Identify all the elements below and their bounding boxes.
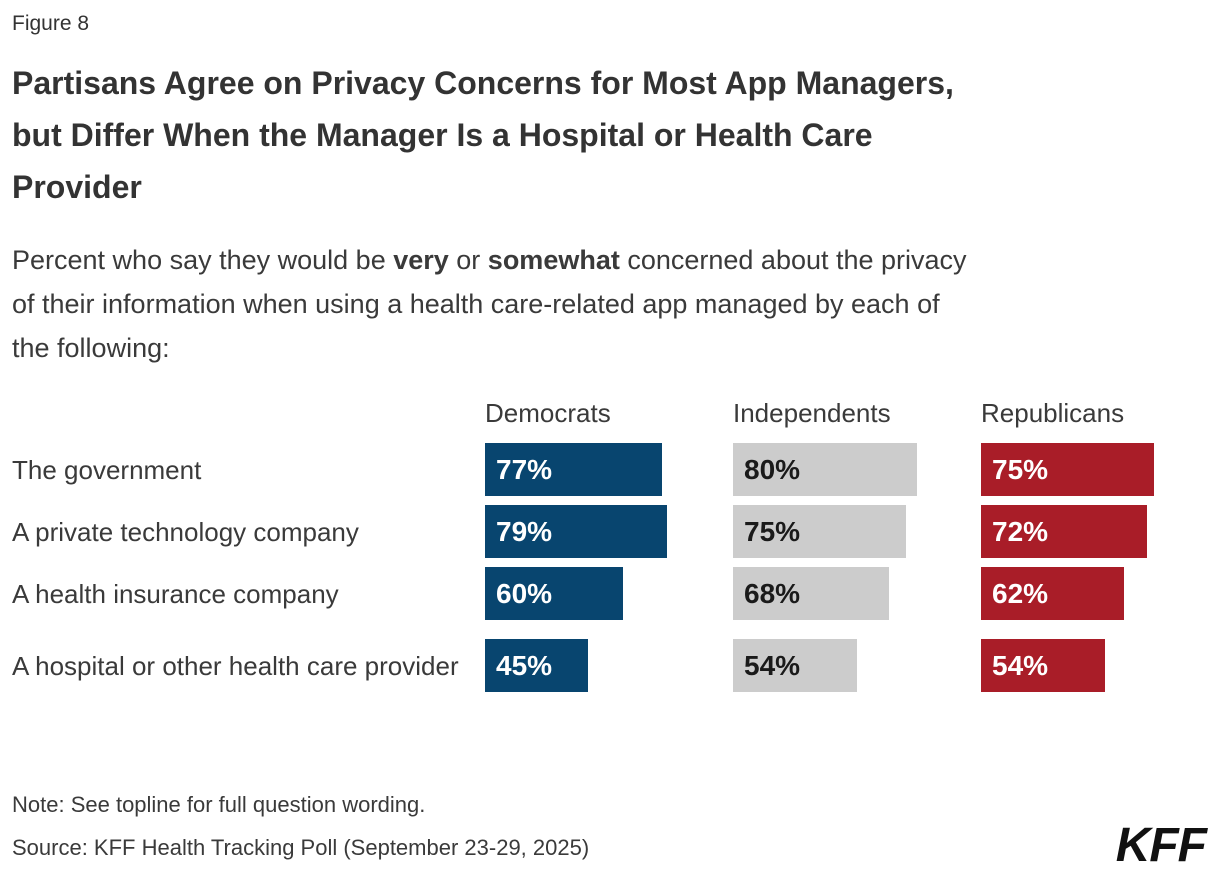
header-democrats: Democrats	[485, 398, 611, 428]
category-label: A health insurance company	[12, 578, 339, 609]
bar-republicans: 72%	[981, 505, 1147, 558]
header-independents: Independents	[733, 398, 891, 428]
bar-value-label: 72%	[992, 515, 1049, 547]
bar-slot: 60%	[485, 567, 733, 620]
category-label: A private technology company	[12, 516, 359, 547]
bar-democrats: 60%	[485, 567, 623, 620]
note-text: Note: See topline for full question word…	[12, 792, 426, 817]
chart-row: A hospital or other health care provider…	[0, 639, 1220, 692]
subtitle-line-1: Percent who say they would be very or so…	[12, 238, 967, 282]
series-headers: Democrats Independents Republicans	[0, 398, 1220, 430]
chart-row: The government 77% 80% 75%	[0, 443, 1220, 496]
title-line-2: but Differ When the Manager Is a Hospita…	[12, 117, 873, 153]
bar-slot: 77%	[485, 443, 733, 496]
bar-slot: 62%	[981, 567, 1220, 620]
chart-subtitle: Percent who say they would be very or so…	[12, 238, 967, 370]
bar-slot: 68%	[733, 567, 981, 620]
subtitle-line-3: the following:	[12, 333, 170, 363]
bar-independents: 75%	[733, 505, 906, 558]
title-line-1: Partisans Agree on Privacy Concerns for …	[12, 65, 954, 101]
bar-slot: 79%	[485, 505, 733, 558]
subtitle-text: Percent who say they would be	[12, 245, 394, 275]
bar-value-label: 75%	[744, 515, 801, 547]
category-label: The government	[12, 454, 202, 485]
subtitle-text: or	[448, 245, 488, 275]
chart-row: A health insurance company 60% 68% 62%	[0, 567, 1220, 620]
bar-value-label: 45%	[496, 649, 553, 681]
bar-democrats: 45%	[485, 639, 588, 692]
bar-slot: 72%	[981, 505, 1220, 558]
bar-value-label: 75%	[992, 453, 1049, 485]
subtitle-line-2: of their information when using a health…	[12, 289, 940, 319]
title-line-3: Provider	[12, 169, 142, 205]
subtitle-bold-very: very	[393, 245, 449, 275]
bar-value-label: 79%	[496, 515, 553, 547]
category-label: A hospital or other health care provider	[12, 650, 459, 681]
bar-value-label: 80%	[744, 453, 801, 485]
bar-democrats: 77%	[485, 443, 662, 496]
bar-republicans: 54%	[981, 639, 1105, 692]
bar-slot: 80%	[733, 443, 981, 496]
bar-value-label: 54%	[992, 649, 1049, 681]
source-text: Source: KFF Health Tracking Poll (Septem…	[12, 835, 590, 860]
bar-slot: 75%	[981, 443, 1220, 496]
header-republicans: Republicans	[981, 398, 1125, 428]
chart-rows: The government 77% 80% 75% A private technol…	[0, 443, 1220, 701]
bar-democrats: 79%	[485, 505, 667, 558]
subtitle-text: concerned about the privacy	[619, 245, 967, 275]
bar-slot: 45%	[485, 639, 733, 692]
bar-value-label: 77%	[496, 453, 553, 485]
bar-slot: 54%	[981, 639, 1220, 692]
figure-label: Figure 8	[12, 12, 90, 35]
bar-value-label: 60%	[496, 577, 553, 609]
bar-value-label: 62%	[992, 577, 1049, 609]
bar-slot: 75%	[733, 505, 981, 558]
bar-independents: 80%	[733, 443, 917, 496]
bar-republicans: 75%	[981, 443, 1154, 496]
chart-row: A private technology company 79% 75% 72%	[0, 505, 1220, 558]
bar-independents: 68%	[733, 567, 889, 620]
bar-republicans: 62%	[981, 567, 1124, 620]
kff-logo: KFF	[1115, 819, 1207, 872]
subtitle-bold-somewhat: somewhat	[487, 245, 620, 275]
bar-value-label: 54%	[744, 649, 801, 681]
chart-title: Partisans Agree on Privacy Concerns for …	[12, 57, 954, 213]
bar-value-label: 68%	[744, 577, 801, 609]
bar-independents: 54%	[733, 639, 857, 692]
bar-slot: 54%	[733, 639, 981, 692]
